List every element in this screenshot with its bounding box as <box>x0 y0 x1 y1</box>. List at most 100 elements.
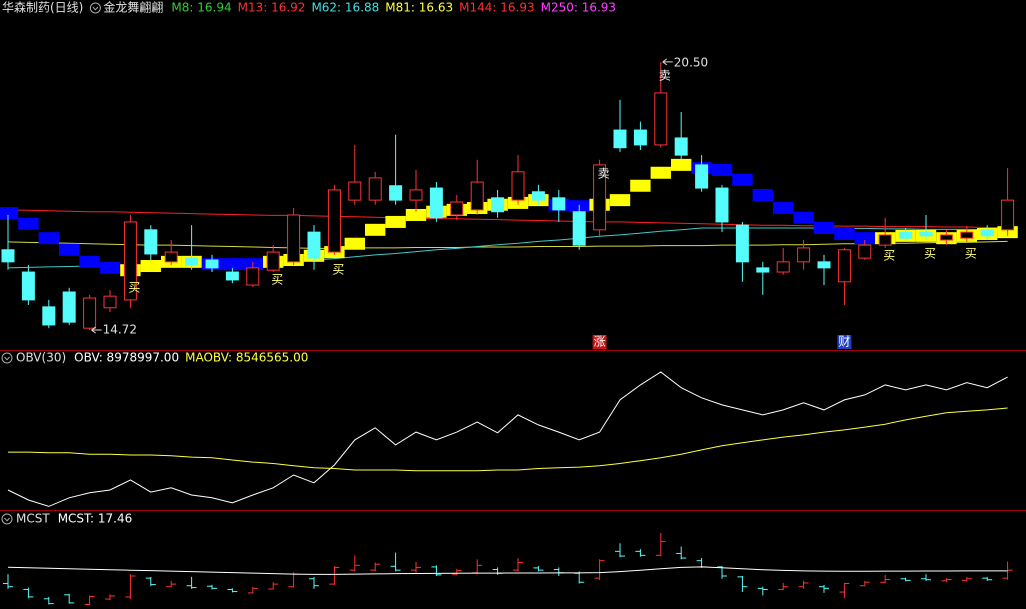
ribbon-block <box>671 158 692 171</box>
candle-body <box>552 197 566 211</box>
panel-title: MCST <box>16 512 50 526</box>
legend-entry: M250: 16.93 <box>541 1 616 15</box>
candle-body <box>83 297 97 329</box>
event-badge <box>837 335 852 349</box>
candle-body <box>899 231 913 239</box>
ribbon-block <box>405 208 427 221</box>
candle-body <box>817 261 831 269</box>
candle-body <box>756 267 770 273</box>
candle-body <box>572 211 586 246</box>
candle-body <box>1001 199 1015 231</box>
ribbon-block <box>38 232 59 245</box>
icon-chevron <box>92 6 99 11</box>
signal-label: 买 <box>924 246 936 260</box>
candle-body <box>776 261 790 273</box>
ribbon-block <box>365 223 386 236</box>
indicator-line <box>7 566 1008 575</box>
event-label: 财 <box>838 335 850 349</box>
candle-body <box>205 259 219 269</box>
candle-body <box>266 251 280 271</box>
candle-body <box>389 185 403 201</box>
ribbon-block <box>732 173 753 186</box>
candle-body <box>797 247 811 263</box>
candle-body <box>246 267 260 286</box>
candle-body <box>103 295 117 309</box>
candle-body <box>429 187 443 219</box>
legend-entry: M81: 16.63 <box>385 1 453 15</box>
signal-label: 买 <box>883 249 895 263</box>
candle-body <box>939 234 953 241</box>
icon-chevron <box>4 517 10 522</box>
ribbon-block <box>18 217 39 230</box>
candle-body <box>1 249 15 263</box>
indicator-name: 金龙舞翩翩 <box>103 0 163 15</box>
candle-body <box>287 214 301 263</box>
icon-chevron <box>4 356 10 361</box>
panel-menu-icon[interactable] <box>1 352 13 364</box>
candle-body <box>613 129 627 149</box>
ribbon-block <box>650 166 671 179</box>
ribbon-block <box>222 258 243 271</box>
candle-body <box>980 229 994 237</box>
candle-body <box>858 244 872 259</box>
signal-label: 卖 <box>659 68 671 82</box>
candle-body <box>735 224 749 263</box>
candle-body <box>144 229 158 255</box>
ribbon-block <box>385 215 406 228</box>
signal-label: 买 <box>271 272 283 286</box>
event-badge <box>592 335 607 349</box>
ribbon-block <box>773 202 794 215</box>
ribbon-block <box>99 261 121 274</box>
candle-body <box>960 231 974 239</box>
candle-body <box>185 257 199 266</box>
candle-body <box>409 189 423 201</box>
candle-body <box>450 201 464 216</box>
signal-label: 买 <box>965 246 977 260</box>
panel-menu-icon[interactable] <box>89 2 101 14</box>
legend-entry: M62: 16.88 <box>311 1 379 15</box>
candle-body <box>654 92 668 146</box>
ribbon-block <box>0 207 19 220</box>
candle-body <box>21 271 35 301</box>
candle-body <box>837 249 851 283</box>
annotation-arrow <box>662 58 673 66</box>
ribbon-block <box>813 221 835 234</box>
annotation-label: 14.72 <box>103 323 137 337</box>
legend-entry: M8: 16.94 <box>171 1 231 15</box>
candle-body <box>470 181 484 211</box>
candle-body <box>531 191 545 201</box>
candle-body <box>511 171 525 201</box>
panel-title: 华森制药(日线) <box>2 0 83 15</box>
candle-body <box>225 271 239 281</box>
legend-entry: OBV: 8978997.00 <box>74 351 179 365</box>
candle-body <box>368 177 382 201</box>
icon-circle <box>89 2 101 14</box>
indicator-line <box>7 209 1008 228</box>
panel-menu-icon[interactable] <box>1 513 13 525</box>
ribbon-block <box>140 260 161 273</box>
candle-body <box>491 197 505 213</box>
legend-entry: M144: 16.93 <box>459 1 534 15</box>
candle-body <box>42 306 56 326</box>
candle-body <box>674 137 688 156</box>
candle-body <box>307 231 321 259</box>
candle-body <box>62 291 76 323</box>
legend-entry: MAOBV: 8546565.00 <box>185 351 308 365</box>
ribbon-block <box>752 189 773 202</box>
indicator-line <box>7 371 1008 507</box>
ribbon-block <box>711 163 733 176</box>
ribbon-block <box>79 255 100 268</box>
indicator-line <box>8 407 1008 472</box>
candle-body <box>919 231 933 237</box>
event-label: 涨 <box>594 334 606 349</box>
ribbon-block <box>609 194 631 207</box>
signal-label: 卖 <box>598 166 610 180</box>
ribbon-block <box>630 179 651 192</box>
icon-circle <box>1 513 13 525</box>
candle-body <box>715 187 729 223</box>
ribbon-block <box>59 243 80 256</box>
ribbon-block <box>344 237 365 250</box>
